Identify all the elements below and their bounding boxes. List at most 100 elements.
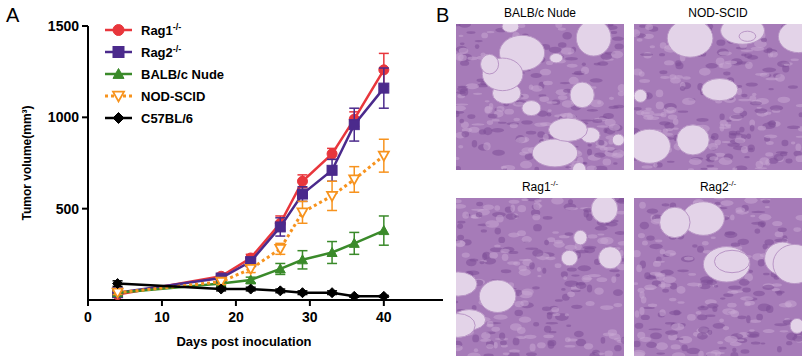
legend-marker xyxy=(113,25,124,36)
series xyxy=(113,68,389,298)
data-point xyxy=(379,226,389,235)
histology-image xyxy=(456,24,624,170)
x-tick xyxy=(161,300,163,306)
error-bar xyxy=(379,68,389,108)
y-tick-label: 1500 xyxy=(48,18,79,34)
text-base: Rag2 xyxy=(141,45,173,60)
data-point xyxy=(275,245,285,254)
legend-marker xyxy=(113,47,124,58)
text-base: Rag1 xyxy=(141,23,173,38)
data-point xyxy=(297,189,307,199)
data-point xyxy=(113,289,123,298)
error-bar xyxy=(349,167,359,193)
histology-image xyxy=(634,198,802,356)
error-bar xyxy=(297,187,307,202)
error-bar xyxy=(349,232,359,254)
y-tick xyxy=(82,25,88,27)
error-bar xyxy=(379,139,389,172)
data-point xyxy=(349,238,359,247)
data-point xyxy=(297,208,307,217)
x-tick xyxy=(383,300,385,306)
x-tick-label: 40 xyxy=(376,309,392,325)
y-axis xyxy=(87,26,89,300)
x-tick xyxy=(309,300,311,306)
series xyxy=(113,139,389,297)
text-sup: -/- xyxy=(173,22,182,32)
panel-label: B xyxy=(436,4,449,26)
data-point xyxy=(327,192,337,201)
data-point xyxy=(327,165,337,175)
histology-image xyxy=(634,24,802,170)
error-bar xyxy=(379,216,389,245)
image-label: BALB/c Nude xyxy=(504,6,576,20)
data-point xyxy=(216,284,226,294)
x-tick-label: 0 xyxy=(84,309,92,325)
series-line xyxy=(118,88,384,293)
data-point xyxy=(246,265,256,274)
legend-marker xyxy=(113,69,124,79)
data-point xyxy=(275,286,285,296)
data-point xyxy=(275,222,285,232)
data-point xyxy=(327,248,337,257)
error-bar xyxy=(275,263,285,274)
data-point xyxy=(246,284,256,294)
series xyxy=(113,279,389,300)
error-bar xyxy=(327,148,337,159)
error-bar xyxy=(297,175,307,188)
data-point xyxy=(327,149,337,159)
legend-marker xyxy=(113,92,124,102)
y-tick xyxy=(82,116,88,118)
x-tick-label: 30 xyxy=(302,309,318,325)
series xyxy=(113,53,389,299)
x-tick-label: 10 xyxy=(154,309,170,325)
data-point xyxy=(379,152,389,161)
series-line xyxy=(118,284,384,297)
legend-label: Rag1-/- xyxy=(141,22,181,38)
x-tick xyxy=(87,300,89,306)
error-bar xyxy=(327,181,337,210)
text-sup: -/- xyxy=(729,179,737,188)
legend-label: NOD-SCID xyxy=(141,89,205,104)
data-point xyxy=(379,83,389,93)
text-base: Rag1 xyxy=(522,180,551,194)
y-tick xyxy=(82,208,88,210)
data-point xyxy=(275,264,285,273)
data-point xyxy=(297,176,307,186)
data-point xyxy=(379,291,389,300)
error-bar xyxy=(297,201,307,223)
image-label: NOD-SCID xyxy=(688,6,748,20)
legend-marker xyxy=(113,113,124,124)
data-point xyxy=(113,279,123,289)
data-point xyxy=(297,288,307,298)
data-point xyxy=(349,175,359,184)
x-tick-label: 20 xyxy=(228,309,244,325)
error-bar xyxy=(327,242,337,264)
legend: Rag1-/-Rag2-/-BALB/c NudeNOD-SCIDC57BL/6 xyxy=(105,22,224,126)
legend-label: C57BL/6 xyxy=(141,111,193,126)
error-bar xyxy=(297,251,307,269)
data-point xyxy=(349,120,359,130)
data-point xyxy=(246,275,256,284)
figure: AB50010001500010203040Days post inoculat… xyxy=(0,0,806,358)
y-tick-label: 500 xyxy=(56,201,80,217)
text-sup: -/- xyxy=(173,44,182,54)
plot-area xyxy=(113,53,389,300)
legend-label: BALB/c Nude xyxy=(141,67,224,82)
text-sup: -/- xyxy=(551,179,559,188)
series-line xyxy=(118,70,384,295)
image-label: Rag1-/- xyxy=(522,179,559,194)
error-bar xyxy=(327,159,337,181)
data-point xyxy=(327,288,337,298)
series-line xyxy=(118,156,384,293)
legend-label: Rag2-/- xyxy=(141,44,181,60)
data-point xyxy=(297,255,307,264)
series xyxy=(113,216,389,297)
panel-label: A xyxy=(6,4,20,26)
data-point xyxy=(349,291,359,300)
y-axis-title: Tumor volume(mm³) xyxy=(20,105,34,220)
x-tick xyxy=(235,300,237,306)
image-label: Rag2-/- xyxy=(700,179,737,194)
error-bar xyxy=(275,243,285,254)
x-axis-title: Days post inoculation xyxy=(176,334,311,349)
x-axis xyxy=(88,299,443,301)
